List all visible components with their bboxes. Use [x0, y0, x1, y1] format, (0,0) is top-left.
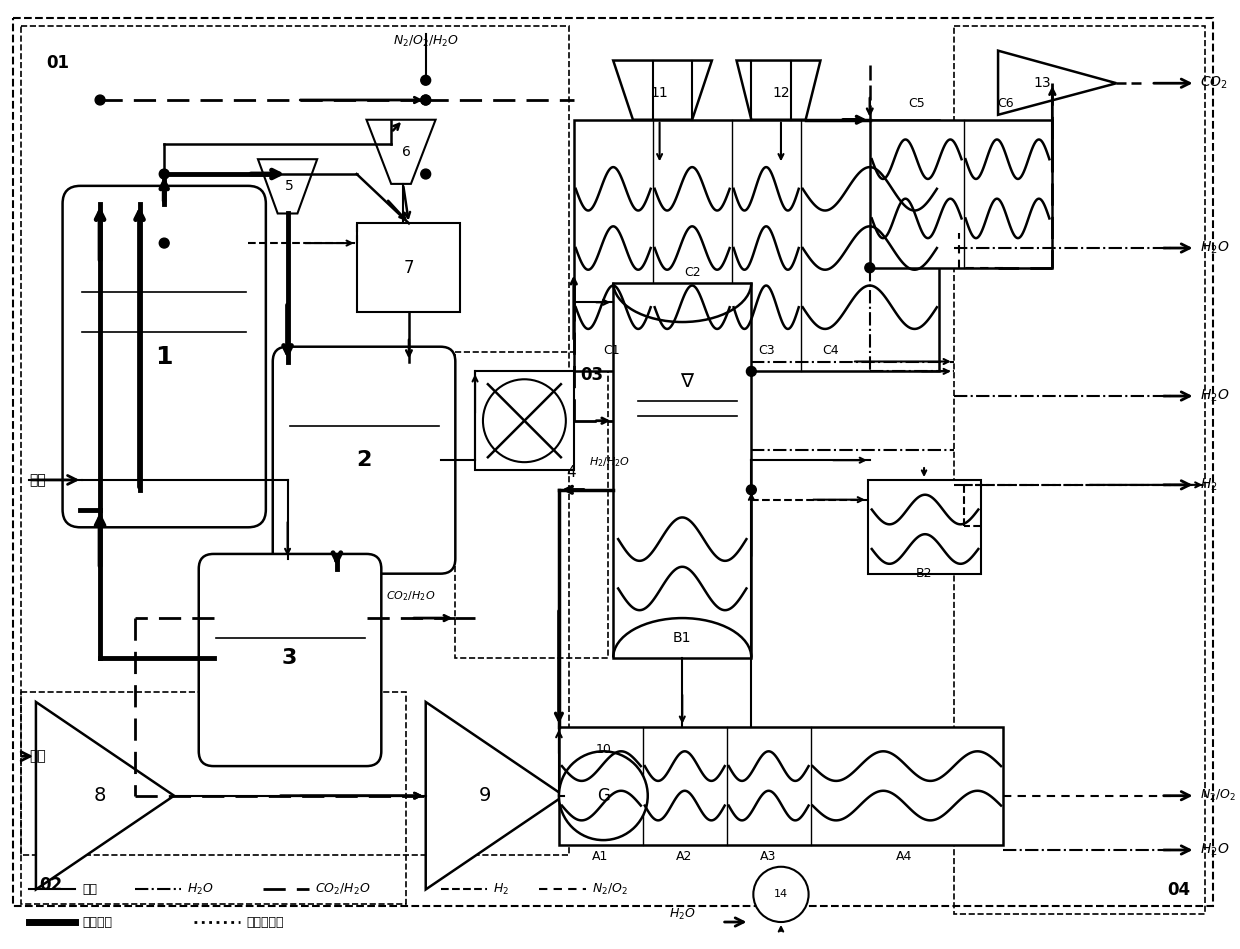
Text: 11: 11: [651, 86, 668, 100]
Text: C1: C1: [603, 344, 620, 357]
Text: C3: C3: [758, 344, 775, 357]
Bar: [21, 26, 569, 855]
Bar: [868, 480, 981, 574]
Text: 14: 14: [774, 889, 789, 900]
Polygon shape: [258, 159, 317, 214]
Bar: [559, 727, 1003, 845]
Text: A3: A3: [760, 850, 776, 863]
Text: 5: 5: [285, 178, 294, 193]
Circle shape: [754, 866, 808, 922]
Polygon shape: [367, 120, 435, 184]
Text: 04: 04: [1167, 882, 1190, 900]
Text: $H_2O$: $H_2O$: [1200, 240, 1230, 256]
Text: C2: C2: [683, 267, 701, 279]
Text: $H_2O$: $H_2O$: [1200, 842, 1230, 858]
Text: B1: B1: [673, 631, 692, 644]
Text: 4: 4: [565, 465, 575, 480]
Text: 7: 7: [404, 259, 414, 277]
Text: 02: 02: [38, 876, 62, 894]
Circle shape: [746, 366, 756, 377]
Text: $H_2O$: $H_2O$: [187, 882, 213, 897]
Bar: [954, 26, 1205, 914]
Text: $N_2/O_2$: $N_2/O_2$: [591, 882, 627, 897]
Text: 01: 01: [46, 54, 68, 71]
Bar: [21, 692, 405, 904]
Text: 2: 2: [356, 450, 371, 470]
Text: $H_2/H_2O$: $H_2/H_2O$: [589, 456, 630, 469]
Text: $N_2/O_2/H_2O$: $N_2/O_2/H_2O$: [393, 34, 459, 49]
Text: A2: A2: [676, 850, 692, 863]
Text: 甲烷: 甲烷: [29, 473, 46, 487]
Text: G: G: [596, 787, 610, 805]
Circle shape: [746, 485, 756, 494]
Text: 气固混合物: 气固混合物: [246, 916, 284, 928]
Bar: [869, 120, 1053, 268]
Text: 03: 03: [580, 366, 604, 384]
Text: A4: A4: [897, 850, 913, 863]
Text: 13: 13: [1034, 76, 1052, 90]
Text: $N_2/O_2$: $N_2/O_2$: [1200, 789, 1236, 803]
Text: $H_2$: $H_2$: [492, 882, 508, 897]
FancyBboxPatch shape: [62, 186, 265, 528]
Text: C4: C4: [822, 344, 838, 357]
Text: $CO_2$: $CO_2$: [1200, 75, 1228, 91]
Bar: [475, 371, 574, 470]
FancyBboxPatch shape: [198, 554, 382, 766]
Text: 1: 1: [155, 344, 172, 368]
Text: 9: 9: [479, 786, 491, 805]
Circle shape: [482, 380, 565, 462]
Circle shape: [559, 752, 647, 840]
Circle shape: [159, 238, 169, 248]
Text: $H_2O$: $H_2O$: [668, 906, 696, 921]
Bar: [357, 223, 460, 312]
Text: 10: 10: [595, 743, 611, 756]
Circle shape: [420, 75, 430, 85]
Text: A1: A1: [593, 850, 609, 863]
Bar: [614, 283, 751, 658]
Text: $H_2O$: $H_2O$: [1200, 388, 1230, 404]
Circle shape: [420, 169, 430, 179]
Text: C5: C5: [908, 97, 925, 110]
Text: 3: 3: [281, 647, 298, 667]
Text: $\nabla$: $\nabla$: [680, 372, 694, 391]
Bar: [574, 120, 939, 371]
Polygon shape: [36, 702, 174, 889]
Text: $CO_2/H_2O$: $CO_2/H_2O$: [315, 882, 371, 897]
Text: 6: 6: [402, 145, 410, 159]
Text: $H_2$: $H_2$: [1200, 476, 1218, 493]
Bar: [455, 352, 609, 658]
Text: B2: B2: [916, 567, 932, 580]
Polygon shape: [998, 50, 1116, 115]
Text: 12: 12: [773, 86, 790, 100]
Text: 空气: 空气: [29, 749, 46, 763]
Circle shape: [420, 95, 430, 105]
Text: 8: 8: [94, 786, 107, 805]
Text: $CO_2/H_2O$: $CO_2/H_2O$: [386, 589, 435, 604]
Polygon shape: [614, 61, 712, 120]
Text: 固体颗粒: 固体颗粒: [82, 916, 113, 928]
Polygon shape: [425, 702, 564, 889]
Circle shape: [420, 95, 430, 105]
Text: 蒸汽: 蒸汽: [82, 883, 97, 896]
Circle shape: [95, 95, 105, 105]
Text: C6: C6: [998, 97, 1014, 110]
Polygon shape: [737, 61, 821, 120]
Circle shape: [159, 169, 169, 179]
Circle shape: [864, 263, 874, 272]
FancyBboxPatch shape: [273, 346, 455, 574]
